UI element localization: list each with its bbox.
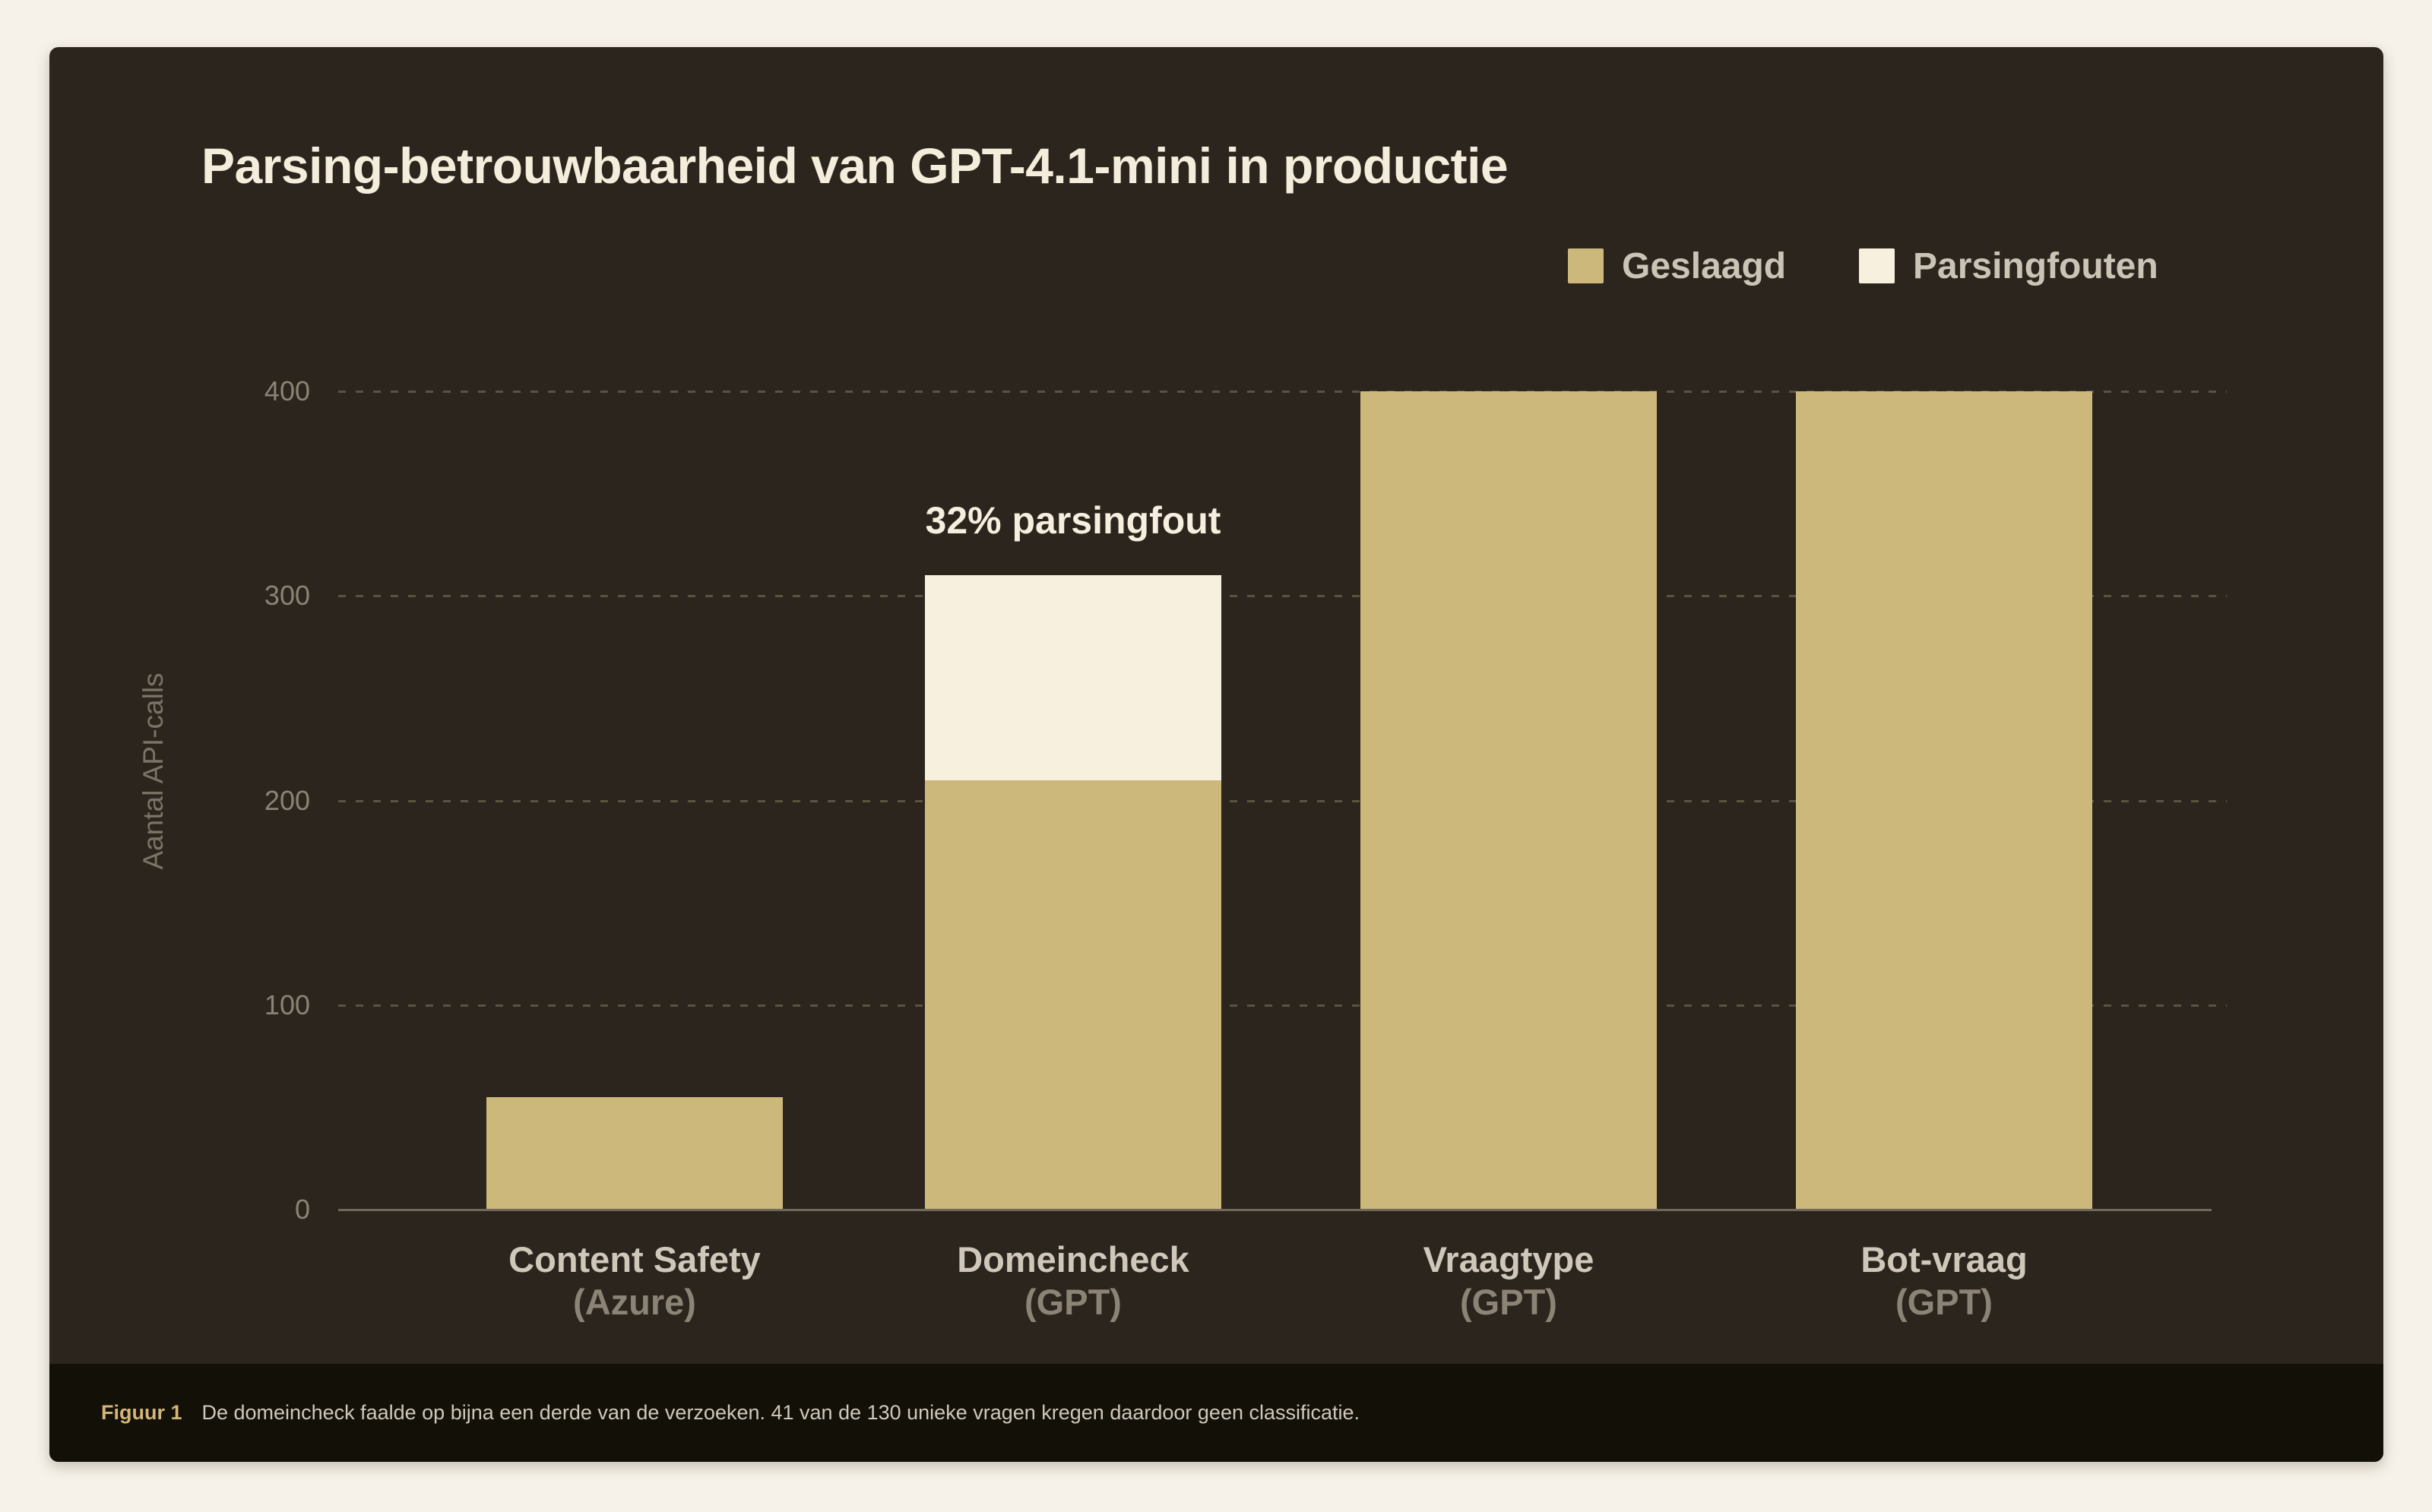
y-tick-400: 400	[264, 375, 310, 406]
x-label-content-safety: Content Safety (Azure)	[407, 1238, 863, 1324]
x-label-line1: Bot-vraag	[1860, 1239, 2028, 1280]
plot-area: 0 100 200 300 400 Aantal API-calls 32% parsi…	[49, 47, 2383, 1462]
legend: Geslaagd Parsingfouten	[49, 243, 2383, 289]
gridline-200	[338, 799, 2227, 802]
legend-swatch-parsingfouten	[1859, 248, 1895, 283]
x-label-line2: (Azure)	[573, 1282, 696, 1322]
gridline-100	[338, 1004, 2227, 1007]
legend-item-geslaagd: Geslaagd	[1568, 243, 1786, 289]
y-axis-title: Aantal API-calls	[138, 672, 169, 870]
bar-domeincheck-geslaagd	[925, 780, 1221, 1210]
chart-title: Parsing-betrouwbaarheid van GPT-4.1-mini…	[201, 138, 1509, 194]
x-label-bot-vraag: Bot-vraag (GPT)	[1716, 1238, 2172, 1324]
x-label-line2: (GPT)	[1460, 1282, 1557, 1322]
x-label-line2: (GPT)	[1895, 1282, 1993, 1322]
gridline-400	[338, 391, 2227, 393]
bar-vraagtype-geslaagd	[1360, 391, 1657, 1210]
x-axis-line	[338, 1209, 2212, 1211]
bar-bot-vraag-geslaagd	[1796, 391, 2092, 1210]
figure-label: Figuur 1	[101, 1401, 182, 1424]
x-label-vraagtype: Vraagtype (GPT)	[1281, 1238, 1737, 1324]
y-tick-100: 100	[264, 988, 310, 1020]
x-label-line1: Content Safety	[508, 1239, 761, 1280]
y-tick-300: 300	[264, 580, 310, 612]
x-label-line1: Vraagtype	[1423, 1239, 1594, 1280]
caption-bar: Figuur 1 De domeincheck faalde op bijna …	[49, 1364, 2383, 1462]
legend-label-geslaagd: Geslaagd	[1622, 245, 1787, 286]
gridline-300	[338, 595, 2227, 598]
bar-domeincheck-parsingfouten	[925, 575, 1221, 780]
annotation-parsingfout: 32% parsingfout	[925, 499, 1221, 542]
x-label-domeincheck: Domeincheck (GPT)	[845, 1238, 1301, 1324]
legend-item-parsingfouten: Parsingfouten	[1859, 243, 2158, 289]
legend-label-parsingfouten: Parsingfouten	[1913, 245, 2158, 286]
chart-card: Parsing-betrouwbaarheid van GPT-4.1-mini…	[49, 47, 2383, 1462]
x-label-line2: (GPT)	[1024, 1282, 1122, 1322]
bar-content-safety-geslaagd	[486, 1096, 783, 1210]
figure-caption: De domeincheck faalde op bijna een derde…	[201, 1401, 1360, 1424]
legend-swatch-geslaagd	[1568, 248, 1604, 283]
x-label-line1: Domeincheck	[957, 1239, 1189, 1280]
y-tick-200: 200	[264, 784, 310, 816]
y-tick-0: 0	[294, 1194, 310, 1225]
